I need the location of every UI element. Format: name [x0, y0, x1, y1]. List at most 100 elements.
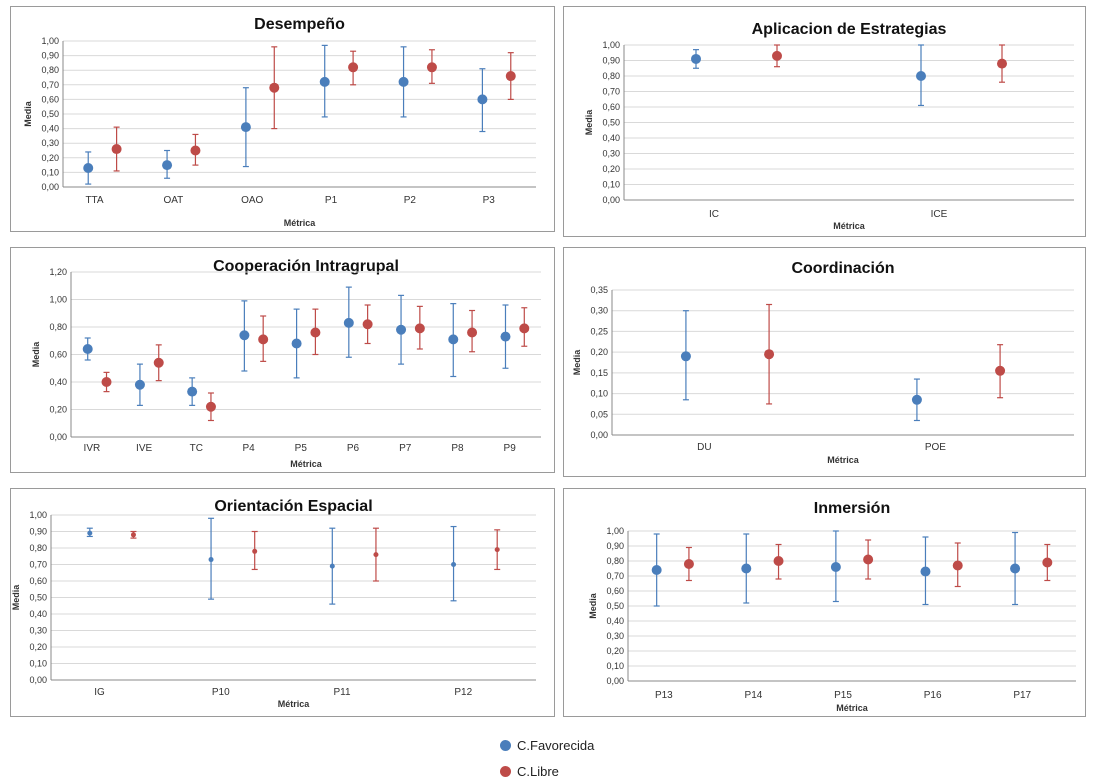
y-tick-label: 0,80: [49, 322, 67, 332]
data-point: [830, 562, 841, 572]
y-tick-label: 0,50: [602, 118, 620, 128]
x-tick-label: P12: [454, 687, 472, 698]
chart-title: Aplicacion de Estrategias: [752, 21, 947, 38]
data-point: [239, 330, 250, 341]
chart-title: Inmersión: [814, 500, 890, 517]
data-point: [398, 76, 409, 87]
x-tick-label: P3: [483, 195, 496, 206]
x-tick-label: P1: [325, 195, 338, 206]
y-tick-label: 0,40: [49, 377, 67, 387]
y-tick-label: 0,30: [606, 631, 624, 641]
data-point: [101, 377, 112, 387]
data-point: [83, 163, 94, 174]
data-point: [448, 334, 459, 345]
data-point: [130, 532, 136, 538]
data-point: [1042, 557, 1053, 568]
data-point: [162, 160, 173, 171]
chart-panel-desempeno: Desempeño 0,00 0,10 0,20 0,30 0,40 0,50 0,60 0,7…: [10, 6, 555, 232]
y-tick-label: 0,30: [602, 149, 620, 159]
x-tick-label: P17: [1013, 690, 1031, 701]
y-tick-label: 0,20: [29, 642, 47, 652]
chart-title: Desempeño: [254, 16, 345, 33]
data-point: [362, 319, 373, 330]
x-axis-label: Métrica: [833, 221, 866, 231]
chart-panel-cooperacion-intragrupal: Cooperación Intragrupal 0,00 0,20 0,40 0,60 0…: [10, 247, 555, 473]
y-tick-label: 0,10: [602, 180, 620, 190]
data-point: [205, 401, 216, 412]
y-tick-label: 1,00: [29, 510, 47, 520]
data-point: [111, 144, 122, 155]
data-point: [1010, 563, 1021, 574]
y-tick-label: 0,70: [41, 80, 59, 90]
data-point: [680, 351, 691, 362]
y-tick-label: 0,50: [606, 601, 624, 611]
y-axis-label: Media: [23, 100, 33, 127]
y-tick-label: 0,35: [590, 285, 608, 295]
y-tick-label: 0,10: [606, 661, 624, 671]
chart-cooperacion-intragrupal: Cooperación Intragrupal 0,00 0,20 0,40 0,60 0…: [31, 258, 541, 469]
x-tick-label: P15: [834, 690, 852, 701]
x-axis-label: Métrica: [836, 703, 869, 713]
x-tick-label: IVE: [136, 443, 152, 454]
chart-panel-orientacion-espacial: Orientación Espacial 0,00 0,10 0,20 0,30 0,40…: [10, 488, 555, 717]
x-tick-label: OAO: [241, 195, 263, 206]
x-tick-label: OAT: [163, 195, 183, 206]
legend-marker-favorecida: [500, 739, 511, 751]
x-tick-label: ICE: [931, 209, 948, 220]
y-tick-label: 0,25: [590, 326, 608, 336]
data-point: [863, 554, 874, 565]
data-point: [153, 357, 164, 368]
data-point: [494, 547, 500, 553]
data-point: [651, 565, 662, 575]
y-tick-label: 0,20: [49, 405, 67, 415]
x-tick-label: IVR: [84, 443, 101, 454]
data-point: [467, 327, 478, 338]
x-tick-label: P6: [347, 443, 360, 454]
y-tick-label: 0,70: [29, 560, 47, 570]
y-tick-label: 0,20: [590, 347, 608, 357]
data-point: [343, 317, 354, 328]
y-tick-label: 0,20: [602, 164, 620, 174]
x-axis-label: Métrica: [284, 218, 317, 228]
data-point: [190, 145, 201, 156]
y-tick-label: 0,80: [29, 543, 47, 553]
chart-inmersion: Inmersión 0,00 0,10 0,20 0,30 0,40 0,50 0,60 0,7…: [588, 500, 1076, 713]
x-axis-label: Métrica: [278, 699, 311, 709]
legend-item-favorecida: C.Favorecida: [500, 732, 594, 758]
data-point: [764, 349, 775, 360]
data-point: [258, 334, 269, 345]
y-tick-label: 0,00: [41, 182, 59, 192]
data-point: [208, 557, 214, 563]
chart-title: Orientación Espacial: [214, 498, 372, 515]
data-point: [269, 82, 280, 93]
y-tick-label: 0,80: [606, 556, 624, 566]
chart-orientacion-espacial: Orientación Espacial 0,00 0,10 0,20 0,30 0,40…: [11, 498, 536, 709]
data-point: [995, 365, 1006, 376]
data-point: [477, 94, 488, 105]
y-tick-label: 0,20: [606, 646, 624, 656]
y-axis-label: Media: [11, 584, 21, 611]
y-tick-label: 0,80: [602, 71, 620, 81]
data-point: [952, 560, 963, 571]
data-point: [916, 71, 926, 81]
x-tick-label: P14: [745, 690, 763, 701]
chart-title: Cooperación Intragrupal: [213, 258, 399, 275]
x-tick-label: P7: [399, 443, 412, 454]
y-tick-label: 1,00: [606, 526, 624, 536]
y-tick-label: 0,70: [602, 87, 620, 97]
data-point: [772, 50, 782, 61]
data-point: [187, 386, 198, 397]
y-tick-label: 0,70: [606, 571, 624, 581]
data-point: [773, 556, 784, 566]
x-tick-label: DU: [697, 442, 711, 453]
data-point: [911, 394, 922, 405]
y-tick-label: 0,60: [41, 94, 59, 104]
data-point: [683, 559, 694, 569]
x-tick-label: POE: [925, 442, 946, 453]
x-tick-label: P5: [295, 443, 308, 454]
y-tick-label: 0,20: [41, 153, 59, 163]
data-point: [82, 344, 93, 354]
y-tick-label: 1,00: [49, 295, 67, 305]
y-tick-label: 1,00: [41, 36, 59, 46]
chart-panel-coordinacion: Coordinación 0,00 0,05 0,10 0,15 0,20 0,25 0,30…: [563, 247, 1086, 477]
